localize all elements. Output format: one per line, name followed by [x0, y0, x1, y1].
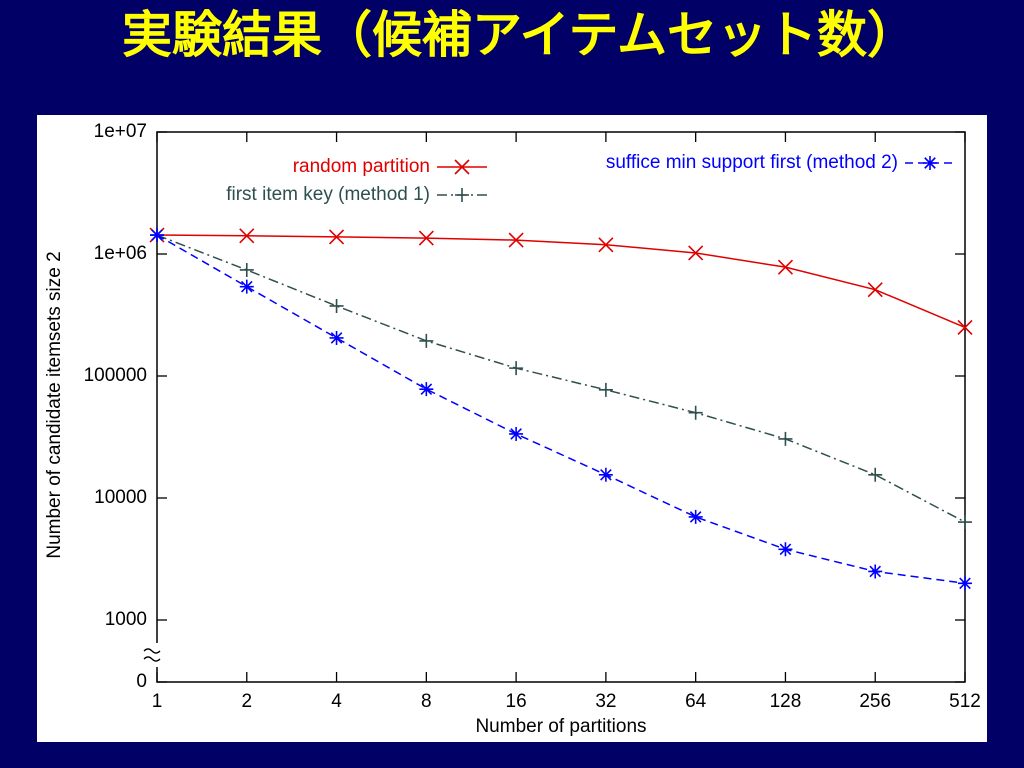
marker — [598, 467, 613, 482]
series-line — [156, 234, 966, 329]
marker — [958, 576, 972, 591]
marker — [598, 382, 613, 397]
marker — [328, 229, 345, 245]
marker — [868, 564, 883, 579]
chart-panel — [37, 115, 987, 742]
legend-label: random partition — [293, 156, 430, 177]
marker — [329, 298, 344, 313]
marker — [688, 509, 703, 524]
marker — [778, 542, 793, 557]
y-tick-label: 100000 — [84, 365, 147, 386]
marker — [508, 232, 524, 248]
marker — [777, 259, 794, 275]
marker — [957, 319, 973, 336]
x-tick-label: 256 — [859, 691, 891, 712]
marker — [598, 237, 614, 253]
x-tick-label: 16 — [506, 691, 527, 712]
marker — [239, 262, 254, 277]
marker — [688, 405, 703, 420]
x-axis-label: Number of partitions — [475, 716, 646, 737]
plot-frame — [156, 131, 966, 683]
legend-marker — [454, 159, 470, 175]
marker — [688, 245, 704, 261]
y-tick-label: 0 — [136, 671, 147, 692]
x-tick-label: 2 — [241, 691, 252, 712]
x-tick-label: 64 — [685, 691, 707, 712]
marker — [867, 282, 883, 298]
marker — [958, 515, 972, 530]
marker — [150, 228, 164, 243]
x-tick-label: 512 — [949, 691, 981, 712]
x-tick-label: 4 — [331, 691, 342, 712]
legend-marker — [455, 188, 469, 202]
y-axis-label: Number of candidate itemsets size 2 — [44, 251, 65, 558]
marker — [419, 333, 434, 348]
y-tick-label: 10000 — [94, 487, 147, 508]
x-tick-label: 128 — [770, 691, 802, 712]
x-tick-label: 32 — [595, 691, 616, 712]
x-tick-label: 8 — [421, 691, 432, 712]
marker — [509, 426, 524, 441]
y-tick-label: 1e+07 — [94, 121, 147, 142]
axis-break — [143, 648, 161, 662]
marker — [239, 228, 255, 244]
marker — [239, 279, 254, 294]
x-tick-label: 1 — [152, 691, 163, 712]
series-line — [156, 234, 966, 523]
chart: Number of partitions Number of candidate… — [37, 115, 987, 742]
axis-break-gap — [150, 643, 164, 667]
marker — [778, 431, 793, 446]
marker — [329, 330, 344, 345]
legend-label: suffice min support first (method 2) — [606, 152, 898, 173]
y-tick-label: 1000 — [105, 609, 147, 630]
marker — [418, 230, 434, 246]
legend-label: first item key (method 1) — [226, 184, 430, 205]
marker — [509, 361, 524, 376]
series-line — [156, 234, 966, 585]
legend-marker — [923, 156, 937, 170]
slide-title: 実験結果（候補アイテムセット数） — [122, 6, 917, 64]
marker — [868, 467, 883, 482]
marker — [419, 382, 434, 397]
y-tick-label: 1e+06 — [94, 243, 147, 264]
